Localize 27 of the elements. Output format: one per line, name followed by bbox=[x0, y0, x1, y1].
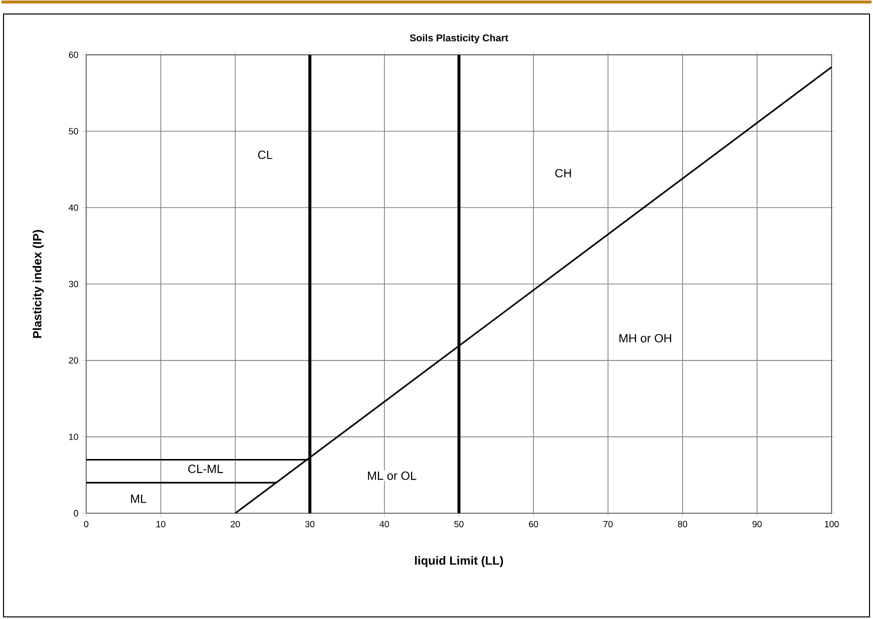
y-axis-title: Plasticity index (IP) bbox=[32, 230, 44, 338]
annotation: ML or OL bbox=[368, 472, 416, 480]
annotation: MH or OH bbox=[619, 334, 672, 342]
annotation: CH bbox=[555, 169, 571, 178]
y-tick-label: 40 bbox=[68, 204, 78, 211]
x-tick-label: 30 bbox=[305, 521, 314, 528]
x-tick-label: 90 bbox=[752, 521, 762, 528]
y-tick-label: 50 bbox=[68, 128, 78, 134]
x-tick-label: 10 bbox=[156, 521, 166, 528]
x-tick-label: 50 bbox=[454, 521, 464, 528]
x-tick-label: 80 bbox=[678, 521, 688, 528]
x-tick-label: 40 bbox=[380, 521, 390, 528]
y-tick-label: 20 bbox=[68, 357, 78, 364]
y-tick-label: 10 bbox=[69, 434, 78, 440]
y-tick-label: 0 bbox=[74, 510, 78, 516]
x-tick-label: 60 bbox=[528, 521, 538, 528]
x-tick-label: 70 bbox=[603, 521, 613, 528]
annotation: ML bbox=[131, 494, 146, 503]
chart-title: Soils Plasticity Chart bbox=[410, 34, 508, 44]
x-tick-label: 20 bbox=[230, 521, 240, 528]
y-tick-label: 30 bbox=[68, 280, 78, 288]
x-axis-title: liquid Limit (LL) bbox=[415, 556, 504, 568]
y-tick-label: 60 bbox=[68, 52, 78, 58]
annotation: CL-ML bbox=[188, 464, 223, 474]
x-tick-label: 0 bbox=[84, 521, 88, 528]
annotation: CL bbox=[258, 150, 272, 160]
x-tick-label: 100 bbox=[824, 521, 839, 528]
